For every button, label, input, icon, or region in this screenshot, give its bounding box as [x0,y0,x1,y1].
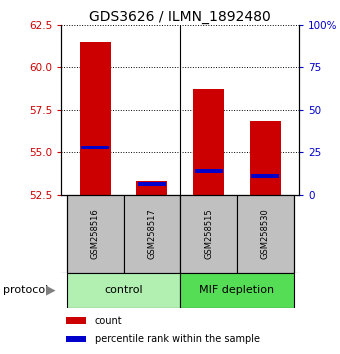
Bar [80,42,111,195]
Text: GSM258516: GSM258516 [91,208,100,259]
Text: GSM258517: GSM258517 [147,208,156,259]
Bar [180,195,237,273]
Bar [194,169,223,173]
Text: GSM258515: GSM258515 [204,208,213,259]
Bar [180,273,293,308]
Bar [66,336,86,343]
Text: GSM258530: GSM258530 [261,208,270,259]
Text: count: count [95,316,122,326]
Bar [66,318,86,324]
Bar [136,181,167,195]
Bar [81,145,109,149]
Bar [67,195,123,273]
Bar [138,182,166,185]
Bar [123,195,180,273]
Bar [67,273,180,308]
Bar [237,195,293,273]
Text: protocol: protocol [3,285,49,295]
Bar [251,174,279,178]
Text: percentile rank within the sample: percentile rank within the sample [95,334,259,344]
Bar [193,89,224,195]
Text: control: control [104,285,143,295]
Text: ▶: ▶ [46,284,55,297]
Bar [250,121,281,195]
Title: GDS3626 / ILMN_1892480: GDS3626 / ILMN_1892480 [89,10,271,24]
Text: MIF depletion: MIF depletion [199,285,274,295]
